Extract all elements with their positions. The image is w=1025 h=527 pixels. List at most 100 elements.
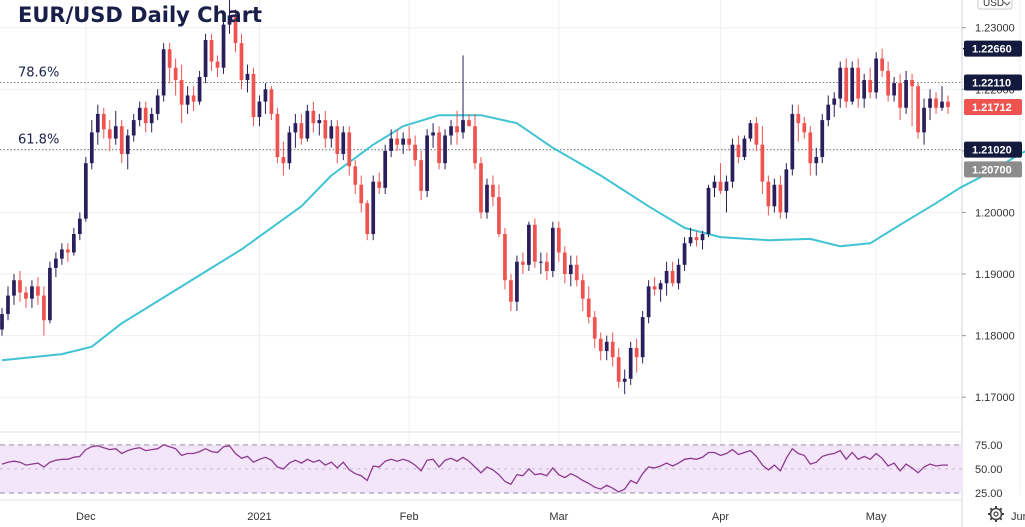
candle-body (880, 58, 884, 71)
candle (820, 113, 825, 164)
price-tick-label: 1.23000 (975, 23, 1015, 35)
candle-body (431, 132, 435, 136)
candle-body (676, 264, 681, 284)
candle-body (18, 280, 22, 293)
candle (479, 157, 483, 219)
candle (688, 227, 693, 247)
candle (101, 107, 106, 139)
candle-body (604, 341, 609, 352)
candle-body (197, 76, 202, 102)
candle (431, 123, 435, 148)
candle-body (287, 132, 292, 164)
candle (18, 270, 22, 302)
candle-body (185, 95, 190, 105)
candle-body (892, 83, 896, 96)
candle (227, 0, 232, 34)
candle (610, 332, 615, 367)
candle (862, 73, 867, 108)
candle (437, 126, 441, 170)
chevron-down-icon (1003, 1, 1011, 6)
candle-body (515, 261, 519, 302)
candle (646, 280, 651, 324)
time-tick-label: Jun (1011, 511, 1025, 523)
candle-body (814, 157, 819, 164)
candle (736, 135, 741, 164)
candle-body (748, 123, 753, 139)
time-tick-label: Apr (712, 511, 729, 523)
candle (796, 104, 801, 142)
candle (48, 261, 52, 324)
gear-icon[interactable] (988, 506, 1004, 522)
candle (341, 126, 346, 161)
price-tag-label: 1.21712 (972, 102, 1012, 114)
candle-body (886, 70, 890, 96)
candle (712, 175, 717, 198)
candle-body (269, 89, 274, 114)
candle (359, 175, 364, 213)
candle (826, 95, 831, 127)
candle-body (598, 338, 603, 352)
time-axis[interactable]: Dec 2021 Feb Mar Apr May Jun (76, 511, 1025, 523)
candle (137, 101, 142, 127)
candle (413, 135, 417, 167)
candle-body (299, 123, 304, 139)
candle-body (544, 261, 549, 271)
price-tag: 1.22110 (964, 74, 1022, 91)
candle-body (449, 126, 453, 136)
candle-body (550, 227, 555, 271)
candle-body (718, 181, 723, 191)
price-tag: 1.20700 (964, 161, 1022, 178)
candle-body (796, 113, 801, 124)
candle (209, 33, 214, 71)
price-tag-label: 1.22660 (972, 44, 1012, 56)
currency-selector[interactable]: USD (977, 0, 1013, 10)
candle (329, 120, 334, 148)
candle-body (628, 347, 633, 379)
candle-body (179, 80, 184, 105)
candle-body (826, 104, 831, 121)
candle-body (395, 138, 400, 145)
candle-body (77, 218, 82, 235)
candle (586, 286, 591, 324)
price-axis[interactable]: 1.230001.220001.210001.200001.190001.180… (962, 23, 1015, 500)
candle-body (149, 113, 154, 124)
candle-body (784, 169, 789, 213)
candle-body (95, 113, 100, 133)
candle-body (503, 234, 507, 281)
time-tick-label: 2021 (247, 511, 271, 523)
candle (455, 110, 459, 145)
candle-body (30, 286, 34, 299)
candle (425, 129, 429, 198)
candle (616, 347, 621, 388)
candle-body (916, 86, 920, 133)
candle (527, 221, 531, 271)
candle-body (712, 181, 717, 188)
currency-label: USD (983, 0, 1004, 9)
candle (353, 160, 358, 194)
candle (622, 369, 627, 395)
candle-body (461, 120, 465, 133)
candle (724, 175, 729, 213)
price-tag-box (964, 74, 1022, 91)
candle-body (533, 224, 537, 262)
candle-body (580, 280, 585, 299)
candle-body (371, 181, 376, 235)
candle-body (586, 298, 591, 318)
candle-body (359, 184, 364, 204)
candle-body (832, 98, 837, 105)
price-tag-label: 1.20700 (972, 164, 1012, 176)
candle (107, 120, 112, 151)
candle-body (167, 49, 172, 68)
candle (335, 120, 340, 164)
candle (269, 86, 274, 121)
candle (323, 110, 328, 148)
fib-level-label: 78.6% (18, 66, 59, 81)
moving-average (1, 114, 1025, 362)
candle-body (42, 295, 46, 321)
candle-body (89, 132, 94, 164)
candle (556, 221, 561, 262)
candle-body (473, 126, 477, 164)
candle (892, 76, 896, 102)
rsi-line (1, 444, 948, 493)
